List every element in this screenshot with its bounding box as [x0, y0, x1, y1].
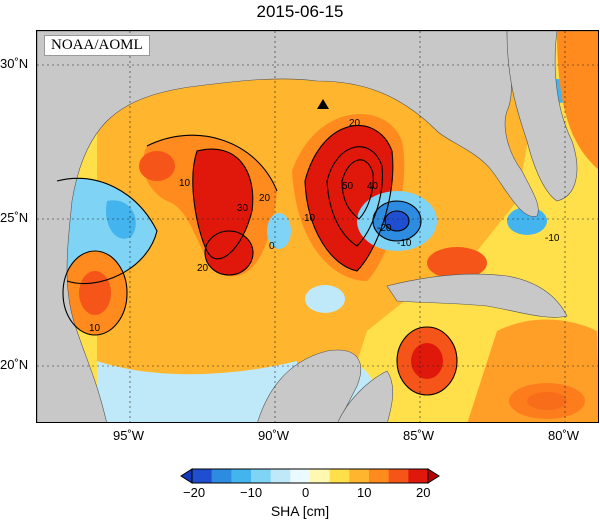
lat-tick: 20˚N: [0, 357, 29, 372]
contour-label: -10: [545, 233, 560, 244]
lon-tick: 95˚W: [113, 428, 145, 443]
contour-label: 30: [237, 203, 249, 214]
contour-label: 40: [367, 181, 379, 192]
contour-label: 50: [342, 181, 354, 192]
sea-height-map: 10 20 30 -10 0 50 40 20 -20 10 20 10 -10: [36, 30, 599, 423]
contour-label: 10: [179, 178, 191, 189]
colorbar-segment: [329, 469, 350, 483]
caribbean-warm-eddy: [411, 343, 443, 379]
colorbar-tick: 0: [302, 485, 310, 500]
colorbar-title: SHA [cm]: [270, 503, 330, 519]
credit-label: NOAA/AOML: [44, 35, 150, 56]
contour-label: 20: [349, 118, 361, 129]
lon-tick: 80˚W: [548, 428, 580, 443]
contour-lines: [56, 125, 458, 396]
land-cuba: [386, 273, 568, 318]
contour-label: -10: [397, 238, 412, 249]
land-florida: [506, 31, 578, 202]
colorbar-tick: 20: [416, 485, 431, 500]
land-mexico-us: [37, 31, 598, 422]
colorbar-segment: [349, 469, 370, 483]
contour-label: 10: [89, 323, 101, 334]
colorbar-segment: [369, 469, 390, 483]
colorbar-tick: −20: [183, 485, 206, 500]
map-title: 2015-06-15: [256, 2, 344, 21]
contour-label: 10: [304, 213, 316, 224]
colorbar-border: [191, 468, 429, 484]
contour-label: 20: [259, 193, 271, 204]
contour-label: 0: [269, 241, 275, 252]
lon-tick: 90˚W: [258, 428, 290, 443]
colorbar-tick: −10: [240, 485, 263, 500]
central-warm-eddy: [192, 149, 253, 259]
colorbar-segment: [310, 469, 331, 483]
colorbar-segment: [231, 469, 252, 483]
triangle-marker: [317, 99, 329, 109]
colorbar-segment: [270, 469, 291, 483]
colorbar-segment: [192, 469, 213, 483]
colorbar-segment: [290, 469, 311, 483]
graticule: [37, 31, 598, 422]
colorbar-tick: 10: [357, 485, 372, 500]
lat-tick: 30˚N: [0, 56, 29, 71]
colorbar-max-arrow: [427, 468, 440, 484]
contour-label: -20: [377, 223, 392, 234]
lon-tick: 85˚W: [403, 428, 435, 443]
contour-labels: 10 20 30 -10 0 50 40 20 -20 10 20 10 -10: [89, 118, 560, 334]
contour-label: 20: [197, 263, 209, 274]
colorbar-segment: [388, 469, 409, 483]
colorbar-segment: [251, 469, 272, 483]
colorbar-min-arrow: [180, 468, 193, 484]
colorbar: [180, 468, 440, 484]
lat-tick: 25˚N: [0, 210, 29, 225]
colorbar-segment: [408, 469, 429, 483]
sha-field: 10 20 30 -10 0 50 40 20 -20 10 20 10 -10: [37, 31, 598, 422]
colorbar-segment: [211, 469, 232, 483]
